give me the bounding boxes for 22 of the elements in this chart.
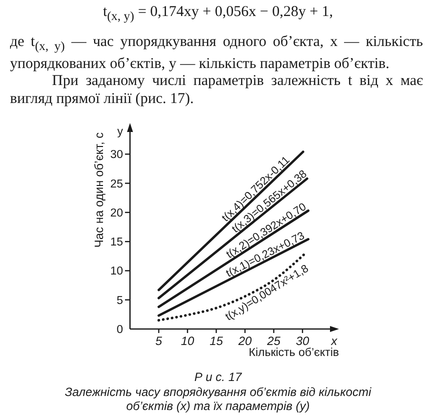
text: При заданому числі параметрів залежність t від x має вигляд прямої лінії (рис. 17). [10, 73, 423, 108]
y-tick-label: 5 [116, 294, 123, 307]
y-tick-label: 25 [110, 178, 123, 190]
y-axis-title: Час на один об’єкт, с [92, 132, 106, 248]
x-tick-label: 10 [180, 334, 194, 348]
text: t$_{(x, y)}$ = 0,174xy + 0,056x − 0,28y + 1, [102, 3, 334, 25]
x-tick-label: 5 [155, 334, 162, 348]
y-tick-label: 30 [110, 149, 123, 162]
text: Р и с. 17 [193, 370, 243, 384]
x-tick-label: 20 [237, 334, 252, 348]
text: де t$_{(x, y)}$ — час упорядкування одного об’єкта, x — кількість упорядкованих об’єктів, y — кількість параметрів об’єктів. [10, 34, 423, 73]
x-tick-label: 30 [296, 334, 310, 348]
text: Залежність часу впорядкування об’єктів від кількості об’єктів (x) та їх параметрів (y) [64, 385, 372, 413]
y-tick-label: 20 [110, 207, 123, 220]
x-tick-label: 25 [266, 334, 281, 348]
x-axis-title: Кількість об’єктів [248, 347, 339, 359]
y-tick-label: 0 [116, 324, 123, 336]
x-tick-label: 15 [210, 334, 224, 348]
y-tick-label: y [117, 126, 124, 138]
x-tick-label: x [330, 334, 338, 348]
y-tick-label: 15 [110, 236, 123, 249]
y-tick-label: 10 [110, 266, 123, 278]
